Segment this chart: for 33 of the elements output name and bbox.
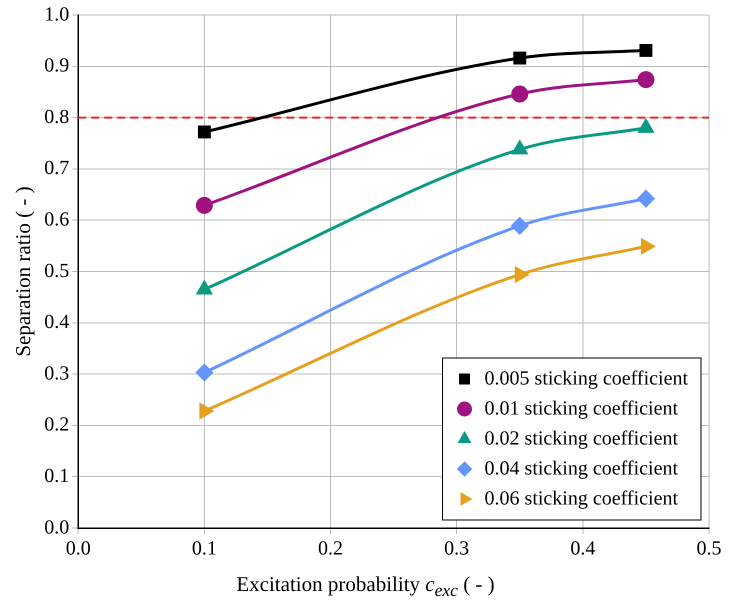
x-tick-label: 0.0 xyxy=(66,537,91,560)
y-tick-label: 0.1 xyxy=(44,464,70,487)
x-tick-label: 0.2 xyxy=(318,537,344,560)
legend-label: 0.005 sticking coefficient xyxy=(484,367,688,390)
point xyxy=(637,71,654,88)
x-tick-label: 0.5 xyxy=(696,537,722,560)
y-tick-label: 1.0 xyxy=(44,3,70,26)
x-axis-title: Excitation probability c$_{exc}$ ( - ) xyxy=(235,572,496,602)
point xyxy=(198,126,211,138)
y-tick-label: 0.9 xyxy=(44,54,70,77)
y-tick-label: 0.7 xyxy=(44,157,70,180)
point xyxy=(196,196,213,214)
legend-label: 0.06 sticking coefficient xyxy=(484,487,678,510)
point xyxy=(511,217,528,234)
legend-label: 0.04 sticking coefficient xyxy=(484,457,678,480)
legend-label: 0.01 sticking coefficient xyxy=(484,397,678,420)
y-tick-label: 0.4 xyxy=(44,311,70,334)
y-tick-label: 0.5 xyxy=(44,260,70,282)
point xyxy=(196,364,213,382)
y-tick-label: 0.2 xyxy=(44,414,70,436)
point xyxy=(513,52,526,65)
x-tick-label: 0.3 xyxy=(444,537,470,560)
y-axis-title: Separation ratio ( - ) xyxy=(11,186,36,357)
y-tick-label: 0.3 xyxy=(44,362,70,384)
y-tick-label: 0.0 xyxy=(44,516,70,538)
legend-label: 0.02 sticking coefficient xyxy=(484,427,678,450)
y-tick-label: 0.8 xyxy=(44,106,70,128)
y-tick-label: 0.6 xyxy=(44,208,70,230)
x-tick-label: 0.4 xyxy=(570,537,596,560)
point xyxy=(511,86,528,102)
point xyxy=(639,44,652,57)
point xyxy=(637,190,654,208)
x-tick-label: 0.1 xyxy=(192,537,217,560)
